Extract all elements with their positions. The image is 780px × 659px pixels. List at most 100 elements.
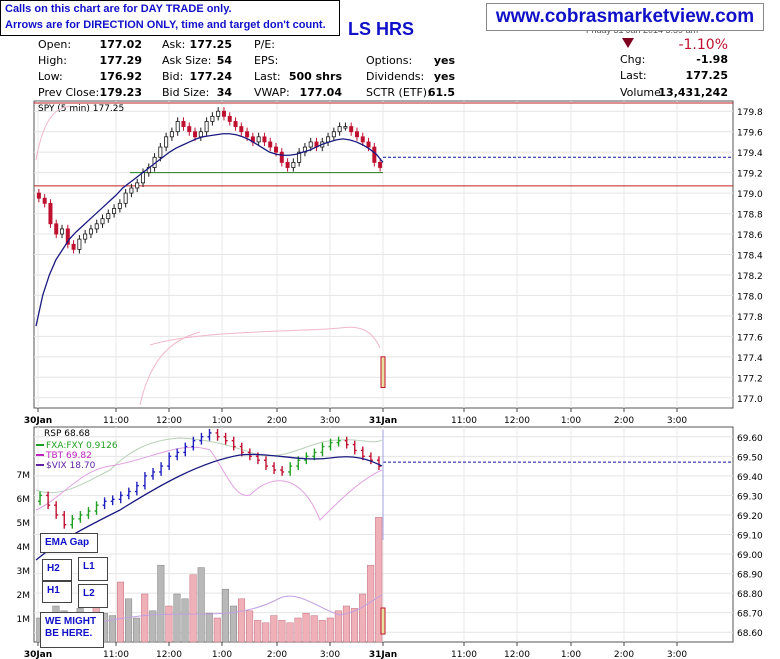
quote-label: EPS: [254, 54, 278, 67]
volume-tick-label: 7M [17, 471, 31, 481]
quote-value: 179.23 [100, 86, 142, 99]
lower-y-tick-label: 69.00 [737, 551, 763, 561]
lower-last-candle [380, 607, 386, 635]
upper-y-tick-label: 178.6 [737, 231, 763, 241]
upper-y-tick-label: 178.0 [737, 292, 763, 302]
quote-value: 177.24 [190, 70, 233, 83]
upper-x-tick-label: 1:00 [561, 416, 581, 426]
upper-candle [349, 126, 354, 133]
quote-label: Bid Size: [162, 86, 209, 99]
website-banner[interactable]: www.cobrasmarketview.com [486, 3, 764, 31]
chg-value: -1.98 [696, 53, 728, 66]
upper-candle [256, 136, 261, 143]
volume-bar [318, 620, 326, 643]
upper-candle [42, 197, 47, 204]
quote-label: Last: [254, 70, 281, 83]
quote-value: 34 [217, 86, 233, 99]
volume-bar [270, 615, 278, 643]
might-line-1: WE MIGHT [45, 616, 97, 627]
upper-candle [88, 228, 93, 235]
volume-bar [189, 574, 197, 643]
lower-x-tick-label: 2:00 [614, 650, 634, 659]
upper-y-tick-label: 179.6 [737, 129, 763, 139]
upper-candle [279, 151, 284, 163]
lower-y-tick-label: 69.20 [737, 512, 763, 522]
upper-candle [83, 233, 88, 240]
quote-label: VWAP: [254, 86, 290, 99]
upper-y-tick-label: 178.4 [737, 252, 763, 262]
upper-y-tick-label: 177.8 [737, 313, 763, 323]
volume-tick-label: 3M [17, 567, 31, 577]
volume-bar [302, 612, 310, 643]
upper-candle [54, 223, 59, 235]
upper-candle [285, 161, 290, 168]
upper-candle [181, 121, 186, 127]
upper-candle [337, 126, 342, 133]
lower-y-tick-label: 69.30 [737, 492, 763, 502]
volume-bar [116, 581, 125, 643]
volume-bar [213, 617, 221, 643]
title-fragment: LS HRS [348, 19, 414, 39]
upper-candle [158, 146, 163, 158]
upper-candle [135, 182, 140, 189]
upper-candle [123, 192, 128, 204]
upper-candle [60, 228, 65, 235]
volume-bar [310, 615, 318, 643]
volume-tick-label: 4M [17, 543, 31, 553]
legend-entry: $VIX 18.70 [46, 461, 96, 471]
last-value: 177.25 [686, 69, 728, 82]
upper-x-tick-label: 2:00 [267, 416, 287, 426]
upper-candle [262, 136, 267, 143]
lower-x-tick-label: 11:00 [451, 650, 477, 659]
legend-entry: FXA:FXY 0.9126 [46, 441, 118, 451]
volume-bar [286, 622, 294, 643]
upper-y-tick-label: 177.2 [737, 374, 763, 384]
upper-candle [343, 126, 348, 129]
upper-candle [198, 131, 203, 138]
upper-chart-title: SPY (5 min) 177.25 [38, 104, 124, 114]
volume-bar [108, 615, 116, 643]
label-l1: L1 [78, 557, 108, 581]
upper-candle [71, 243, 76, 250]
upper-ema-line [35, 133, 384, 327]
volume-bar [342, 605, 350, 643]
upper-y-tick-label: 177.6 [737, 333, 763, 343]
quote-value: yes [434, 70, 456, 83]
quote-value: 176.92 [100, 70, 142, 83]
tbt-line [35, 446, 383, 521]
quote-label: P/E: [254, 38, 275, 51]
label-l2: L2 [78, 584, 108, 608]
quote-value: 177.04 [300, 86, 343, 99]
upper-candle [112, 208, 117, 214]
volume-bar [278, 620, 286, 643]
lower-x-tick-label: 1:00 [212, 650, 232, 659]
volume-bar [237, 598, 246, 643]
change-pct: -1.10% [678, 37, 728, 53]
upper-candle [193, 131, 198, 138]
quote-label: SCTR (ETF): [366, 86, 431, 99]
lower-ema-line [35, 453, 383, 561]
quote-label: Dividends: [366, 70, 424, 83]
lower-y-tick-label: 68.70 [737, 610, 763, 620]
lower-x-tick-label: 3:00 [667, 650, 687, 659]
upper-last-candle [380, 356, 386, 389]
lower-x-tick-label: 12:00 [156, 650, 182, 659]
volume-tick-label: 6M [17, 495, 31, 505]
upper-x-tick-label: 11:00 [103, 416, 129, 426]
upper-candle [331, 131, 336, 138]
quote-label: Ask Size: [162, 54, 211, 67]
upper-candle [308, 141, 313, 148]
upper-y-tick-label: 177.0 [737, 395, 763, 405]
quote-value: 177.25 [190, 38, 232, 51]
upper-candle [245, 131, 250, 138]
upper-y-tick-label: 179.0 [737, 190, 763, 200]
upper-candle [360, 136, 365, 143]
upper-candle [378, 161, 383, 168]
upper-x-tick-label: 30Jan [24, 416, 52, 426]
volume-bar [262, 622, 270, 643]
lower-y-tick-label: 69.10 [737, 532, 763, 542]
upper-candle [227, 115, 232, 122]
label-we-might-be-here: WE MIGHT BE HERE. [40, 612, 104, 648]
quote-value: 500 shrs [289, 70, 343, 83]
